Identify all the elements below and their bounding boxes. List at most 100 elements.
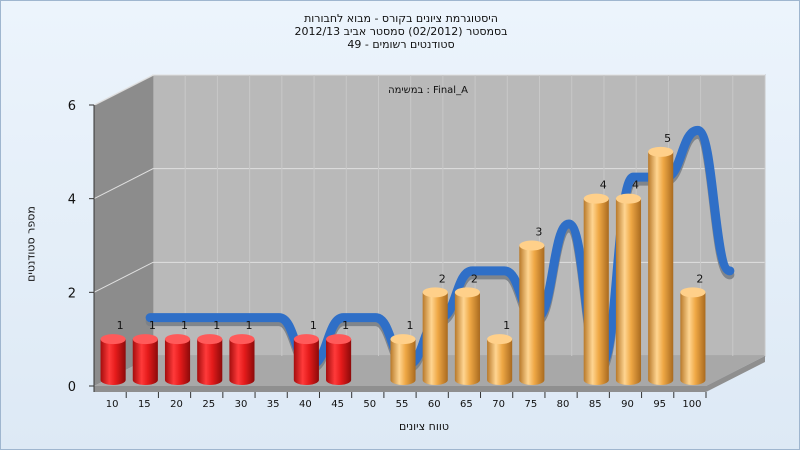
y-tick-label-2: 2 (68, 286, 76, 301)
bar-cap-90 (615, 193, 642, 204)
bar-body-100 (680, 292, 706, 385)
data-label-85: 4 (600, 179, 607, 192)
x-tick-label-70: 70 (492, 399, 505, 410)
bar-55 (390, 334, 416, 385)
bar-body-25 (197, 339, 223, 385)
bar-body-60 (422, 292, 448, 385)
bar-body-30 (229, 339, 255, 385)
x-tick-label-60: 60 (428, 399, 441, 410)
bar-60 (422, 287, 448, 385)
bar-body-75 (519, 245, 545, 385)
x-tick-label-30: 30 (235, 399, 248, 410)
x-tick-label-100: 100 (682, 399, 701, 410)
bar-cap-30 (229, 334, 255, 345)
x-tick-label-10: 10 (106, 399, 119, 410)
data-label-25: 1 (213, 319, 220, 332)
bar-body-90 (615, 198, 642, 385)
data-label-30: 1 (245, 319, 252, 332)
y-axis-label: מספר סטודנטים (24, 206, 38, 282)
bar-70 (487, 334, 513, 385)
side-wall (94, 75, 153, 386)
data-label-15: 1 (149, 319, 156, 332)
bar-30 (229, 334, 255, 385)
y-tick-label-0: 0 (68, 380, 76, 395)
data-label-95: 5 (664, 132, 671, 145)
x-tick-label-50: 50 (363, 399, 376, 410)
data-label-40: 1 (310, 319, 317, 332)
bar-cap-65 (454, 287, 480, 298)
bar-body-40 (293, 339, 319, 385)
gridline-y-6 (93, 74, 765, 106)
bar-45 (326, 334, 352, 385)
x-tick-label-35: 35 (267, 399, 280, 410)
bar-body-10 (100, 339, 126, 385)
bar-65 (454, 287, 480, 385)
bar-cap-40 (293, 334, 319, 345)
bar-100 (680, 287, 706, 385)
bar-85 (583, 193, 609, 385)
bar-20 (164, 334, 191, 385)
bar-body-15 (132, 339, 158, 385)
gridline-y-4 (93, 168, 765, 200)
bar-body-45 (326, 339, 352, 385)
bar-cap-10 (100, 334, 126, 345)
x-tick-label-25: 25 (202, 399, 215, 410)
data-label-10: 1 (117, 319, 124, 332)
x-tick-label-20: 20 (170, 399, 183, 410)
x-tick-label-85: 85 (589, 399, 602, 410)
bar-cap-95 (648, 146, 674, 157)
bar-cap-25 (197, 334, 223, 345)
bar-cap-55 (390, 334, 416, 345)
x-tick-label-40: 40 (299, 399, 312, 410)
y-tick-label-6: 6 (68, 99, 76, 114)
bar-cap-75 (519, 240, 545, 251)
data-label-65: 2 (471, 272, 478, 285)
trend-ribbon (145, 125, 735, 370)
floor-edge (94, 356, 765, 392)
data-label-90: 4 (632, 179, 639, 192)
data-label-20: 1 (181, 319, 188, 332)
bar-40 (293, 334, 319, 385)
data-label-60: 2 (439, 272, 446, 285)
x-tick-label-75: 75 (524, 399, 537, 410)
x-tick-label-55: 55 (396, 399, 409, 410)
bar-body-65 (454, 292, 480, 385)
data-label-45: 1 (342, 319, 349, 332)
bar-cap-20 (164, 334, 191, 345)
title-line-2: בסמסטר (02/2012) סמסטר אביב 2012/13 (294, 25, 508, 38)
x-tick-label-95: 95 (653, 399, 666, 410)
title-line-3: סטודנטים רשומים - 49 (347, 38, 455, 51)
bar-cap-85 (583, 193, 609, 204)
x-tick-label-65: 65 (460, 399, 473, 410)
bar-95 (648, 146, 674, 385)
x-tick-label-80: 80 (557, 399, 570, 410)
data-label-75: 3 (535, 226, 542, 239)
bar-body-85 (583, 198, 609, 385)
bar-body-55 (390, 339, 416, 385)
panel-label: במשימה : Final_A (388, 85, 468, 96)
bar-10 (100, 334, 126, 385)
bar-25 (197, 334, 223, 385)
data-label-55: 1 (407, 319, 414, 332)
x-tick-label-15: 15 (138, 399, 151, 410)
data-label-70: 1 (503, 319, 510, 332)
bar-cap-60 (422, 287, 448, 298)
bar-15 (132, 334, 158, 385)
bar-cap-45 (326, 334, 352, 345)
x-axis-label: טווח ציונים (399, 420, 449, 433)
bar-cap-70 (487, 334, 513, 345)
bar-cap-15 (132, 334, 158, 345)
chart-title: היסטוגרמת ציונים בקורס - מבוא לחבורות בס… (201, 12, 601, 51)
bar-90 (615, 193, 642, 385)
bar-body-95 (648, 151, 674, 385)
x-tick-label-90: 90 (621, 399, 634, 410)
y-tick-label-4: 4 (68, 193, 76, 208)
data-label-100: 2 (696, 272, 703, 285)
bar-cap-100 (680, 287, 706, 298)
bar-body-20 (164, 339, 191, 385)
title-line-1: היסטוגרמת ציונים בקורס - מבוא לחבורות (304, 12, 498, 25)
x-tick-label-45: 45 (331, 399, 344, 410)
bar-75 (519, 240, 545, 385)
